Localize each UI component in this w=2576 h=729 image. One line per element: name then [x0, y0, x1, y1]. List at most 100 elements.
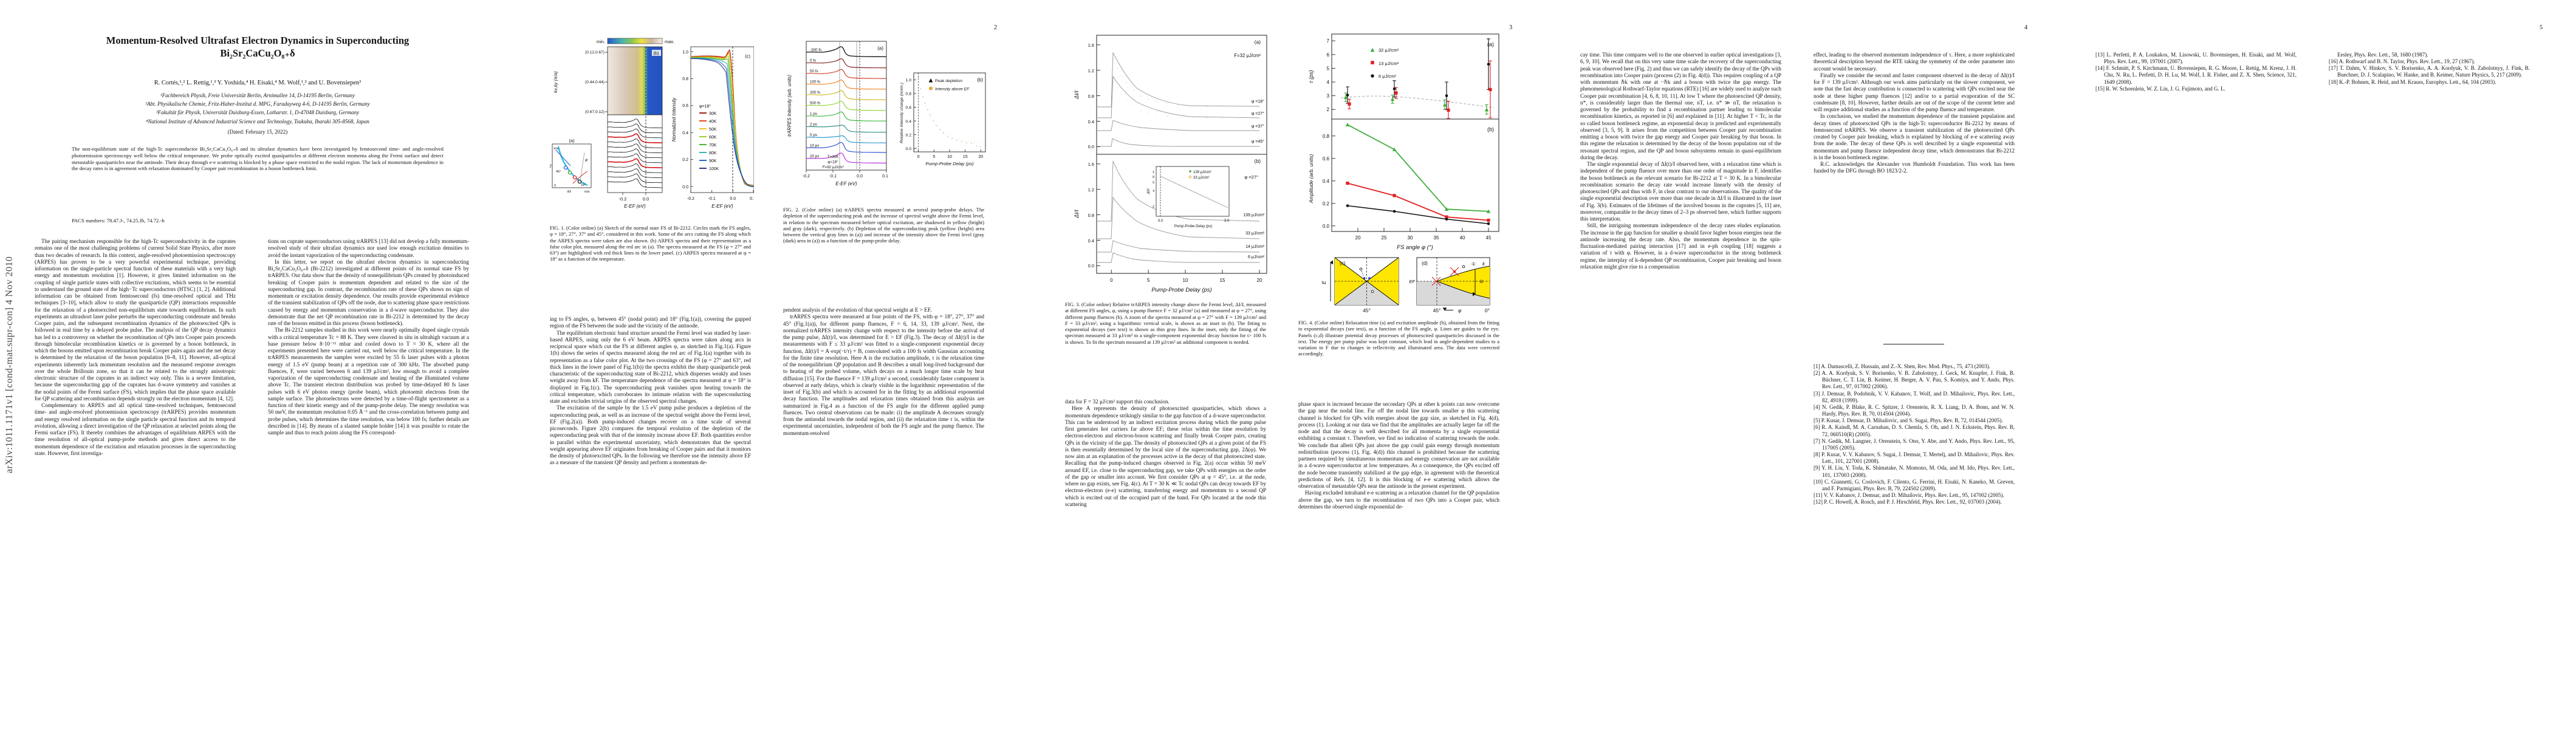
axis-label: kx,ky (π/a) — [553, 71, 558, 93]
temperature-legend: 30K 40K 50K 60K 70K 80K 90K 100K — [699, 112, 719, 171]
figure-1-caption: FIG. 1. (Color online) (a) Sketch of the… — [550, 225, 751, 262]
axis-label: E-EF (eV) — [835, 181, 857, 187]
axis-label: Pump-Probe Delay (ps) — [925, 161, 974, 166]
paragraph: Finally we consider the second and faste… — [1814, 72, 2015, 112]
paragraph: Complementary to ARPES and all optical t… — [35, 402, 236, 456]
x-tick-label: -0.2 — [687, 197, 694, 201]
paragraph: pendent analysis of the evolution of tha… — [783, 307, 932, 313]
y-tick-label: 6 — [1153, 181, 1154, 185]
reference: [6] R. A. Kaindl, M. A. Carnahan, D. S. … — [1814, 424, 2015, 437]
x-tick-label: 3.0 — [1224, 219, 1230, 223]
momentum-label: k — [1482, 261, 1485, 267]
column-right: phase space is increased because the sec… — [1298, 401, 1499, 707]
panel-letter: (d) — [1422, 261, 1428, 266]
y-tick-label: 8 — [1153, 176, 1154, 179]
column-right: tions on cuprate superconductors using t… — [268, 238, 469, 707]
tick-label: π/a — [553, 147, 559, 151]
affiliations: ¹Fachbereich Physik, Freie Universität B… — [49, 91, 467, 126]
legend-label: 70K — [709, 143, 717, 148]
page-number: 5 — [2540, 24, 2543, 31]
y-tick-label: 0.4 — [906, 120, 912, 124]
colorbar: min. max. — [597, 38, 674, 44]
temperature-dependence-panel: 1.0 0.8 0.6 0.4 0.2 0.0 -0.2 -0.1 0.0 0.… — [671, 46, 754, 209]
axis-label: Pump-Probe Delay (ps) — [1174, 225, 1213, 228]
legend-label: 80K — [709, 151, 717, 156]
y-tick-label: 0.0 — [1088, 263, 1094, 269]
y-tick-label: 7 — [1327, 38, 1330, 44]
panel-letter: (a) — [877, 46, 883, 51]
angle-label: φ — [585, 158, 588, 162]
figure-3-caption: FIG. 3. (Color online) Relative trARPES … — [1065, 301, 1266, 345]
figure-2-caption: FIG. 2. (Color online) (a) trARPES spect… — [783, 207, 984, 244]
panel-letter: (c) — [1340, 261, 1346, 266]
reference: [11] V. V. Kabanov, J. Demsar, and D. Mi… — [1814, 491, 2004, 498]
reference: [12] P. C. Howell, A. Rosch, and P. J. H… — [1814, 499, 2002, 505]
y-tick-label: 0.4 — [1088, 238, 1094, 244]
x-tick-label: -0.1 — [829, 174, 837, 179]
x-tick-label: 20 — [978, 155, 983, 159]
figure-1-image: min. max. (b) (0.12,0.67) (0.44,0.44) (0… — [550, 38, 754, 209]
delay-label: 10 ps — [810, 144, 819, 148]
axis-label: Pump-Probe Delay (ps) — [1151, 287, 1211, 293]
axis-label: τ (ps) — [1308, 70, 1314, 83]
reference: [13] L. Perfetti, P. A. Loukakos, M. Lis… — [2095, 52, 2297, 65]
panel-letter: (c) — [745, 53, 750, 59]
page-1: arXiv:1011.1171v1 [cond-mat.supr-con] 4 … — [0, 0, 515, 729]
x-tick-label: 0 — [917, 155, 920, 159]
fluence-series-panel: (b) φ =27° 139 μJ/cm² 33 μJ/cm² 14 μJ/cm… — [1074, 154, 1267, 274]
y-tick-label: 1 — [1153, 171, 1154, 174]
column-right: pendent analysis of the evolution of tha… — [783, 307, 984, 707]
x-tick-label: 0.0 — [857, 174, 863, 179]
column-right: effect, leading to the observed momentum… — [1814, 52, 2015, 337]
panel-letter: (a) — [1255, 39, 1261, 45]
y-tick-label: 4 — [1153, 190, 1154, 193]
y-tick-label: 0.4 — [1088, 119, 1094, 125]
paper-title: Momentum-Resolved Ultrafast Electron Dyn… — [36, 34, 479, 60]
delay-label: 50 fs — [810, 69, 818, 74]
curve-label: 33 μJ/cm² — [1245, 231, 1265, 236]
x-tick-label: 40 — [1460, 235, 1465, 241]
reference: [18] K.-P. Bohnen, R. Heid, and M. Kraus… — [2329, 78, 2496, 85]
column-left: data for F = 32 μJ/cm² support this conc… — [1065, 399, 1266, 707]
panel-letter: (b) — [1255, 158, 1261, 164]
y-tick-label: 0.0 — [1323, 224, 1330, 229]
curve-label: φ =37° — [1252, 124, 1264, 129]
paragraph: effect, leading to the observed momentum… — [1814, 52, 2015, 72]
y-tick-label: 0.6 — [1323, 156, 1330, 162]
y-tick-label: 0.8 — [906, 92, 912, 97]
paragraph: trARPES spectra were measured at four po… — [783, 313, 984, 436]
tick-label: 0 — [554, 184, 556, 188]
reference: [7] N. Gedik, M. Langner, J. Orenstein, … — [1814, 437, 2015, 451]
y-tick-label: 0.4 — [1323, 179, 1330, 184]
reference: [1] A. Damascelli, Z. Hussain, and Z.-X.… — [1814, 363, 1990, 369]
fermi-surface-curve — [557, 146, 588, 187]
x-tick-label: 0.1 — [882, 174, 888, 179]
axis-label: Normalized Intensity — [671, 97, 677, 142]
authors: R. Cortés,¹,² L. Rettig,¹,³ Y. Yoshida,⁴… — [154, 80, 361, 86]
annotation: F=32 μJ/cm² — [1234, 53, 1261, 58]
y-tick-label: 0.2 — [1323, 201, 1330, 207]
paragraph: cay time. This time compares well to the… — [1580, 52, 1781, 160]
panel-letter: (b) — [653, 50, 659, 56]
x-tick-label: 0.1 — [750, 197, 754, 201]
y-tick-label: 0.0 — [682, 185, 688, 190]
curve-label: 6 μJ/cm² — [1248, 255, 1265, 259]
axis-label: Relative Intensity change (norm.) — [900, 83, 904, 143]
figure-3-image: F=32 μJ/cm² (a) φ =18° φ =27° φ =37° φ =… — [1074, 35, 1267, 293]
x-tick-label: -0.1 — [708, 197, 716, 201]
y-tick-label: 0.8 — [1323, 134, 1330, 139]
fluence-32-panel: F=32 μJ/cm² (a) φ =18° φ =27° φ =37° φ =… — [1074, 35, 1267, 155]
legend-label: 6 μJ/cm² — [1379, 74, 1396, 79]
axis-label: kx — [567, 190, 572, 194]
axis-label: trARPES Intensity (arb. units) — [787, 75, 792, 137]
axis-label: ΔI/I — [1074, 210, 1080, 219]
x-tick-label: 10 — [947, 155, 952, 159]
k-tick-label: (0.67,0.12) — [585, 110, 605, 114]
x-tick-label: 0.0 — [1158, 219, 1163, 223]
paragraph: tions on cuprate superconductors using t… — [268, 238, 469, 258]
x-tick-label: 30 — [1408, 235, 1413, 241]
curve-label: φ =18° — [1252, 99, 1264, 104]
y-tick-label: 0.2 — [682, 158, 688, 162]
page-4: 4 cay time. This time compares well to t… — [1546, 0, 2061, 729]
annotation: T=30K — [827, 155, 840, 159]
